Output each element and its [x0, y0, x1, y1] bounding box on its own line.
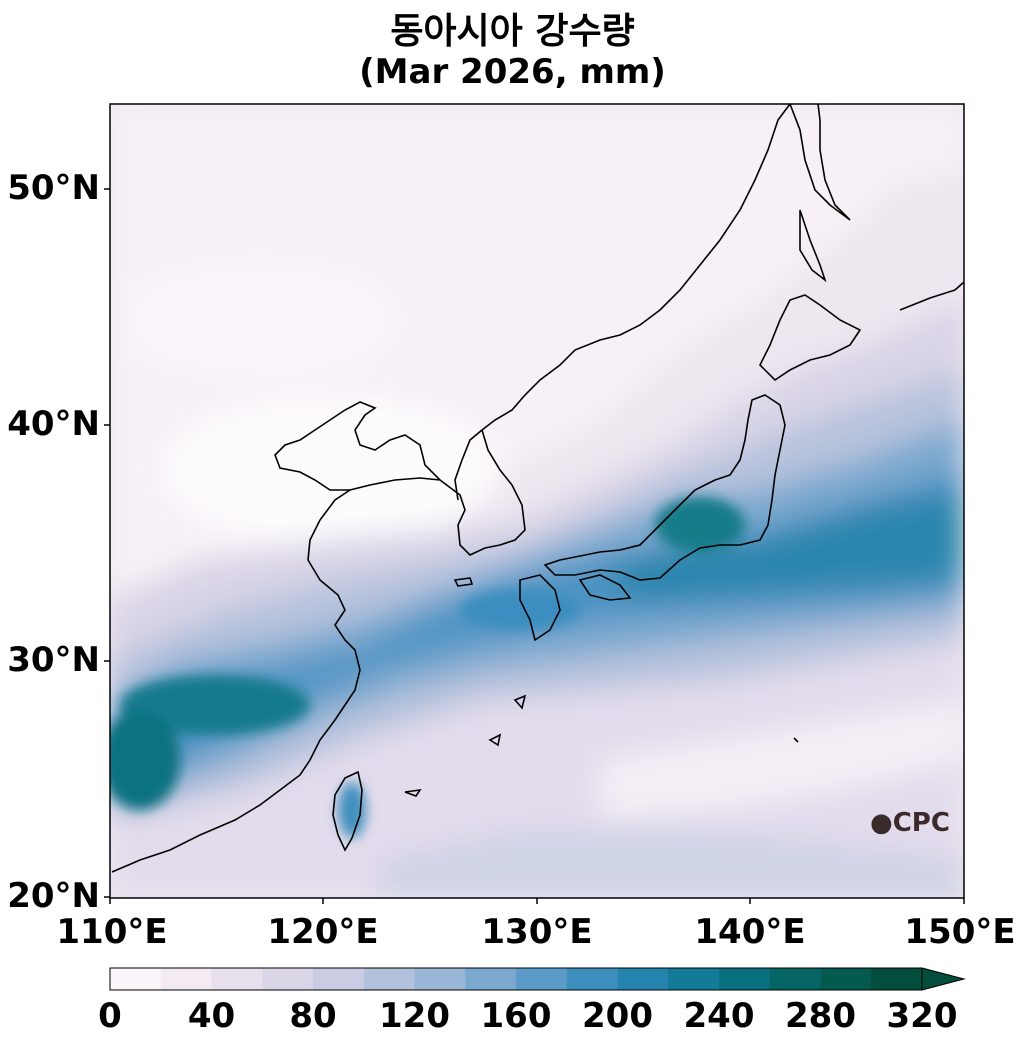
colorbar-swatch [110, 968, 162, 990]
colorbar-swatch [262, 968, 314, 990]
map-title: 동아시아 강수량 [390, 11, 635, 52]
map-subtitle: (Mar 2026, mm) [359, 52, 666, 92]
colorbar-outline [109, 967, 923, 991]
colorbar-swatch [769, 968, 821, 990]
colorbar-swatch [516, 968, 568, 990]
colorbar-swatch [871, 968, 923, 990]
colorbar-swatch [414, 968, 466, 990]
colorbar-label: 240 [683, 996, 755, 1036]
colorbar-label: 280 [785, 996, 856, 1036]
colorbar-label: 320 [886, 996, 958, 1036]
lat-tick-50: 50°N [7, 168, 100, 208]
colorbar-swatch [617, 968, 669, 990]
colorbar-swatch [363, 968, 415, 990]
colorbar-label: 160 [480, 996, 552, 1036]
colorbar [109, 967, 966, 991]
lon-tick-130: 130°E [481, 912, 593, 952]
colorbar-swatch [160, 968, 212, 990]
lon-tick-120: 120°E [267, 912, 379, 952]
lat-tick-20: 20°N [7, 876, 100, 916]
colorbar-label: 80 [289, 996, 337, 1036]
colorbar-swatch [211, 968, 263, 990]
colorbar-label: 0 [98, 996, 122, 1036]
colorbar-swatch [313, 968, 365, 990]
colorbar-swatch [566, 968, 618, 990]
precip-field [110, 104, 964, 898]
globe-icon: ● [870, 808, 893, 838]
lon-tick-140: 140°E [694, 912, 806, 952]
logo-text: CPC [892, 808, 950, 838]
axis-ticks [104, 188, 965, 904]
colorbar-extend-arrow [921, 967, 966, 991]
cpc-logo: ●CPC [870, 808, 950, 838]
colorbar-swatch [719, 968, 771, 990]
colorbar-swatch [668, 968, 720, 990]
colorbar-swatch [465, 968, 517, 990]
lon-tick-150: 150°E [904, 912, 1016, 952]
coastlines [111, 104, 964, 873]
colorbar-label: 40 [187, 996, 236, 1036]
lon-tick-110: 110°E [56, 912, 168, 952]
colorbar-label: 200 [582, 996, 653, 1036]
colorbar-swatch [820, 968, 872, 990]
lat-tick-30: 30°N [7, 640, 100, 680]
colorbar-label: 120 [379, 996, 450, 1036]
lat-tick-40: 40°N [7, 404, 100, 444]
